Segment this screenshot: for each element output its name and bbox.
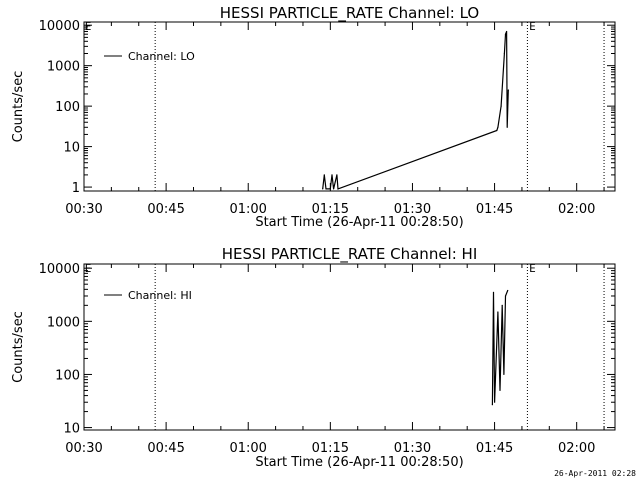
footer-timestamp: 26-Apr-2011 02:28 bbox=[554, 469, 636, 478]
data-point-0-12 bbox=[504, 33, 507, 35]
data-point-0-11 bbox=[503, 52, 505, 55]
x-axis-label-1: Start Time (26-Apr-11 00:28:50) bbox=[255, 455, 463, 470]
y-tick-label-0-4: 10000 bbox=[39, 19, 80, 34]
x-tick-label-0-0: 00:30 bbox=[65, 202, 102, 217]
data-point-0-2 bbox=[325, 188, 327, 190]
y-axis-label-1: Counts/sec bbox=[11, 311, 26, 383]
x-tick-label-0-6: 02:00 bbox=[558, 202, 595, 217]
data-point-0-14 bbox=[506, 126, 508, 128]
y-tick-label-1-3: 10000 bbox=[39, 262, 80, 277]
data-point-1-3 bbox=[497, 311, 499, 313]
x-tick-label-1-3: 01:15 bbox=[312, 441, 349, 456]
x-tick-label-1-0: 00:30 bbox=[65, 441, 102, 456]
legend-label-1: Channel: HI bbox=[128, 289, 192, 302]
data-point-0-10 bbox=[500, 105, 502, 107]
x-tick-label-0-1: 00:45 bbox=[147, 202, 184, 217]
y-tick-label-0-2: 100 bbox=[55, 100, 80, 115]
plot-frame-0 bbox=[83, 21, 616, 192]
y-tick-label-1-2: 1000 bbox=[47, 315, 80, 330]
y-tick-label-1-1: 100 bbox=[55, 368, 80, 383]
y-axis-label-0: Counts/sec bbox=[11, 71, 26, 143]
data-point-0-8 bbox=[496, 129, 498, 132]
data-point-0-1 bbox=[323, 174, 325, 176]
legend-label-0: Channel: LO bbox=[128, 50, 195, 63]
data-point-0-0 bbox=[322, 188, 324, 190]
annotation-e-1-1: E bbox=[529, 262, 536, 275]
data-point-0-15 bbox=[507, 89, 509, 91]
annotation-e-1-0: E bbox=[85, 262, 92, 275]
data-point-0-4 bbox=[331, 174, 333, 176]
annotation-e-0-0: E bbox=[85, 20, 92, 33]
data-point-0-13 bbox=[506, 30, 508, 33]
data-point-1-4 bbox=[499, 389, 501, 391]
x-tick-label-0-5: 01:45 bbox=[476, 202, 513, 217]
x-tick-label-1-5: 01:45 bbox=[476, 441, 513, 456]
data-point-0-7 bbox=[337, 188, 339, 190]
x-tick-label-1-2: 01:00 bbox=[229, 441, 266, 456]
series-line-0 bbox=[322, 31, 509, 190]
y-tick-label-1-0: 10 bbox=[63, 422, 80, 437]
y-tick-label-0-1: 10 bbox=[63, 141, 80, 156]
data-point-1-0 bbox=[491, 404, 493, 406]
annotation-e-0-1: E bbox=[529, 20, 536, 33]
y-tick-label-0-0: 1 bbox=[72, 181, 80, 196]
x-tick-label-0-4: 01:30 bbox=[394, 202, 431, 217]
plot-frame-1 bbox=[83, 263, 616, 431]
data-point-0-6 bbox=[336, 174, 338, 176]
data-point-0-5 bbox=[333, 188, 335, 190]
data-point-1-1 bbox=[492, 291, 495, 293]
x-tick-label-1-6: 02:00 bbox=[558, 441, 595, 456]
data-point-1-8 bbox=[507, 289, 509, 292]
series-line-1 bbox=[491, 290, 509, 405]
data-point-1-6 bbox=[503, 373, 505, 375]
data-point-1-7 bbox=[504, 295, 507, 297]
data-point-0-9 bbox=[497, 126, 499, 128]
data-point-0-3 bbox=[329, 188, 331, 190]
chart-title-0: HESSI PARTICLE_RATE Channel: LO bbox=[220, 4, 479, 23]
x-tick-label-0-3: 01:15 bbox=[312, 202, 349, 217]
x-tick-label-0-2: 01:00 bbox=[229, 202, 266, 217]
chart-title-1: HESSI PARTICLE_RATE Channel: HI bbox=[222, 245, 478, 264]
data-point-1-5 bbox=[501, 304, 503, 306]
x-axis-label-0: Start Time (26-Apr-11 00:28:50) bbox=[255, 215, 463, 230]
y-tick-label-0-3: 1000 bbox=[47, 60, 80, 75]
x-tick-label-1-4: 01:30 bbox=[394, 441, 431, 456]
x-tick-label-1-1: 00:45 bbox=[147, 441, 184, 456]
data-point-1-2 bbox=[494, 401, 496, 403]
